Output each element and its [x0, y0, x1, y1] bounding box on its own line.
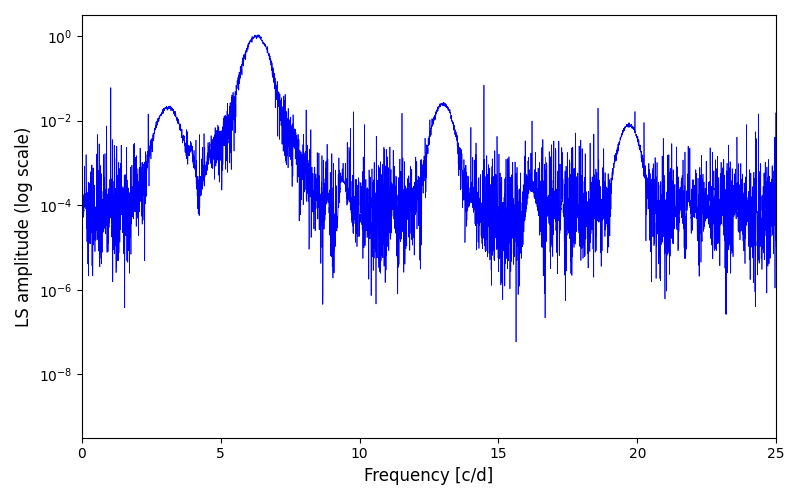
X-axis label: Frequency [c/d]: Frequency [c/d] [364, 467, 494, 485]
Y-axis label: LS amplitude (log scale): LS amplitude (log scale) [15, 126, 33, 326]
